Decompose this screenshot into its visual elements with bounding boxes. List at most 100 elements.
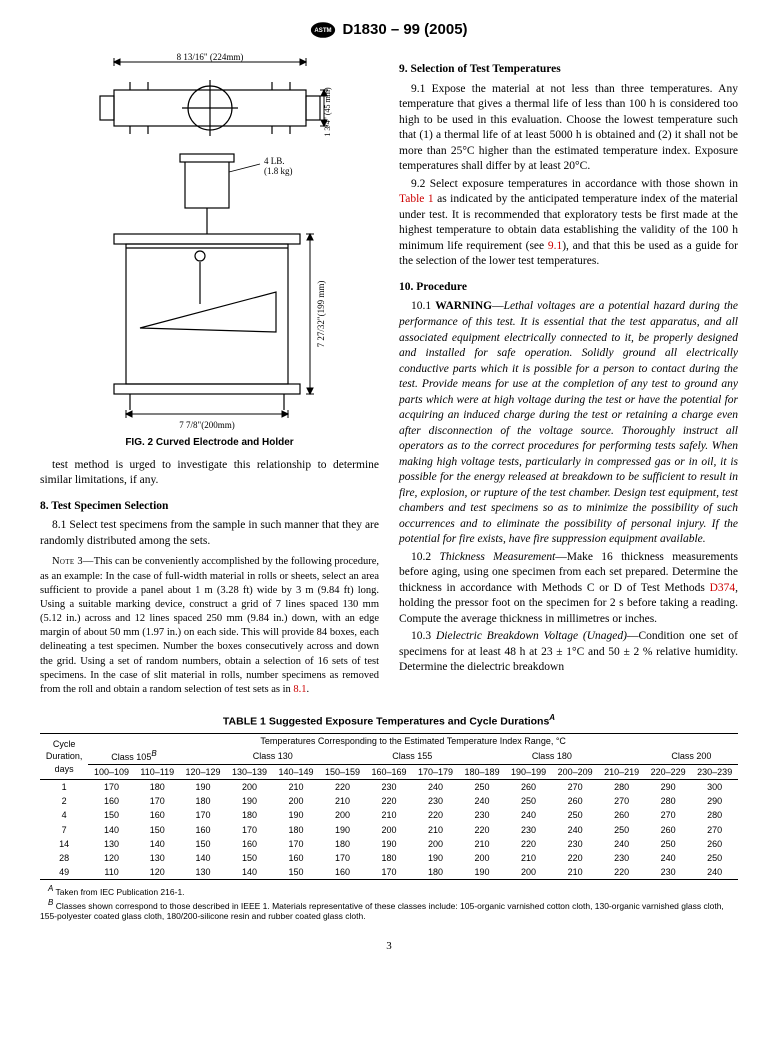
range-header: 230–239 [691,765,738,780]
class-200: Class 200 [645,748,738,765]
class-row: Class 105B Class 130 Class 155 Class 180… [40,748,738,765]
temp-cell: 190 [412,851,459,865]
temp-cell: 250 [598,823,645,837]
range-header: 180–189 [459,765,506,780]
temp-cell: 240 [552,823,599,837]
temp-cell: 160 [88,794,135,808]
temp-cell: 250 [691,851,738,865]
temp-cell: 180 [273,823,320,837]
temp-cell: 200 [319,808,366,822]
temp-cell: 250 [552,808,599,822]
temp-cell: 230 [552,837,599,851]
temp-cell: 260 [598,808,645,822]
svg-text:ASTM: ASTM [315,28,332,34]
dim-height-label: 7 27/32"(199 mm) [316,281,326,348]
range-header: 120–129 [180,765,227,780]
d374-ref[interactable]: D374 [710,582,736,594]
ref-9-1[interactable]: 9.1 [548,240,562,252]
temp-cell: 150 [135,823,180,837]
temp-cell: 150 [273,865,320,880]
temp-cell: 240 [412,780,459,795]
footnote-a: A Taken from IEC Publication 216-1. [40,884,738,897]
temp-cell: 160 [135,808,180,822]
temp-cell: 170 [273,837,320,851]
class-130: Class 130 [226,748,319,765]
temp-cell: 130 [135,851,180,865]
astm-logo-icon: ASTM [310,21,336,39]
temp-cell: 210 [505,851,552,865]
temp-cell: 290 [645,780,692,795]
paragraph-10-1: 10.1 WARNING—Lethal voltages are a poten… [399,299,738,547]
temp-cell: 220 [505,837,552,851]
temp-cell: 230 [645,865,692,880]
dielectric-head: Dielectric Breakdown Voltage (Unaged) [436,630,627,642]
cycle-days-cell: 49 [40,865,88,880]
temp-cell: 180 [319,837,366,851]
temp-cell: 260 [645,823,692,837]
temp-cell: 210 [366,808,413,822]
temp-cell: 190 [180,780,227,795]
temp-cell: 230 [505,823,552,837]
temp-cell: 150 [88,808,135,822]
table-body: 1170180190200210220230240250260270280290… [40,780,738,880]
temp-cell: 170 [366,865,413,880]
range-header: 130–139 [226,765,273,780]
range-header: 160–169 [366,765,413,780]
temp-cell: 180 [412,865,459,880]
temp-cell: 170 [319,851,366,865]
section-10-heading: 10. Procedure [399,280,738,296]
temp-cell: 280 [598,780,645,795]
temp-cell: 210 [273,780,320,795]
temp-cell: 200 [412,837,459,851]
dim-right-upper-label: 1 3/4" (45 mm) [323,87,332,137]
temp-cell: 200 [226,780,273,795]
temp-cell: 290 [691,794,738,808]
paragraph-10-3: 10.3 Dielectric Breakdown Voltage (Unage… [399,629,738,676]
dim-top-label: 8 13/16" (224mm) [176,52,243,62]
class-155: Class 155 [366,748,459,765]
paragraph-9-2: 9.2 Select exposure temperatures in acco… [399,177,738,270]
temp-cell: 300 [691,780,738,795]
class-105: Class 105B [88,748,179,765]
temp-cell: 270 [598,794,645,808]
range-header: 150–159 [319,765,366,780]
temp-cell: 160 [319,865,366,880]
temp-cell: 240 [645,851,692,865]
temp-cell: 180 [226,808,273,822]
temp-cell: 190 [226,794,273,808]
left-intro-paragraph: test method is urged to investigate this… [40,458,379,489]
cycle-days-cell: 2 [40,794,88,808]
designation: D1830 – 99 (2005) [342,20,467,40]
temp-cell: 160 [273,851,320,865]
range-row: 100–109110–119120–129130–139140–149150–1… [40,765,738,780]
page-number: 3 [40,939,738,954]
paragraph-10-2: 10.2 Thickness Measurement—Make 16 thick… [399,550,738,628]
two-column-layout: 8 13/16" (224mm) [40,52,738,699]
page-header: ASTM D1830 – 99 (2005) [40,20,738,40]
note-3: Note 3—This can be conveniently accompli… [40,555,379,697]
temp-cell: 190 [273,808,320,822]
temp-cell: 250 [505,794,552,808]
paragraph-9-1: 9.1 Expose the material at not less than… [399,82,738,175]
figure-caption: FIG. 2 Curved Electrode and Holder [40,436,379,450]
range-header: 210–219 [598,765,645,780]
temp-cell: 120 [135,865,180,880]
footnote-b: B Classes shown correspond to those desc… [40,898,738,921]
table-1-ref[interactable]: Table 1 [399,193,434,205]
right-column: 9. Selection of Test Temperatures 9.1 Ex… [399,52,738,699]
thickness-head: Thickness Measurement [439,551,555,563]
range-header: 110–119 [135,765,180,780]
temp-cell: 170 [180,808,227,822]
figure-side-view: 4 LB. (1.8 kg) [80,152,340,432]
temp-cell: 260 [505,780,552,795]
temp-cell: 180 [180,794,227,808]
temp-cell: 280 [645,794,692,808]
note-3-ref[interactable]: 8.1 [293,684,306,695]
temp-cell: 220 [552,851,599,865]
temp-cell: 200 [273,794,320,808]
temp-cell: 200 [366,823,413,837]
table-row: 4150160170180190200210220230240250260270… [40,808,738,822]
section-9-heading: 9. Selection of Test Temperatures [399,62,738,78]
figure-top-view: 8 13/16" (224mm) [80,52,340,152]
cycle-days-cell: 7 [40,823,88,837]
